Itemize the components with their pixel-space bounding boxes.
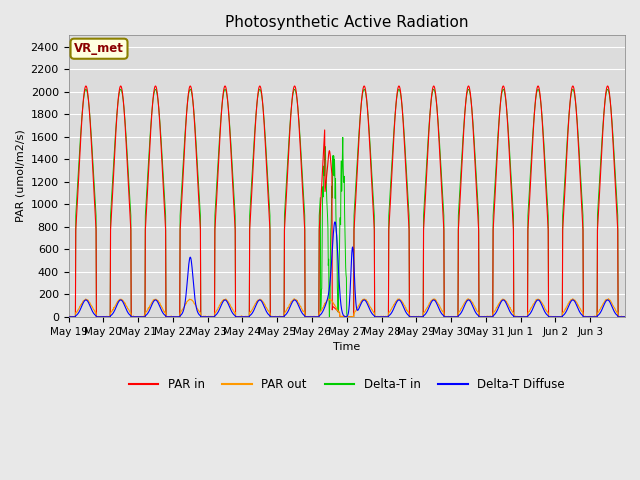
Legend: PAR in, PAR out, Delta-T in, Delta-T Diffuse: PAR in, PAR out, Delta-T in, Delta-T Dif… bbox=[124, 373, 570, 396]
X-axis label: Time: Time bbox=[333, 342, 360, 352]
Text: VR_met: VR_met bbox=[74, 42, 124, 55]
Y-axis label: PAR (umol/m2/s): PAR (umol/m2/s) bbox=[15, 130, 25, 222]
Title: Photosynthetic Active Radiation: Photosynthetic Active Radiation bbox=[225, 15, 468, 30]
